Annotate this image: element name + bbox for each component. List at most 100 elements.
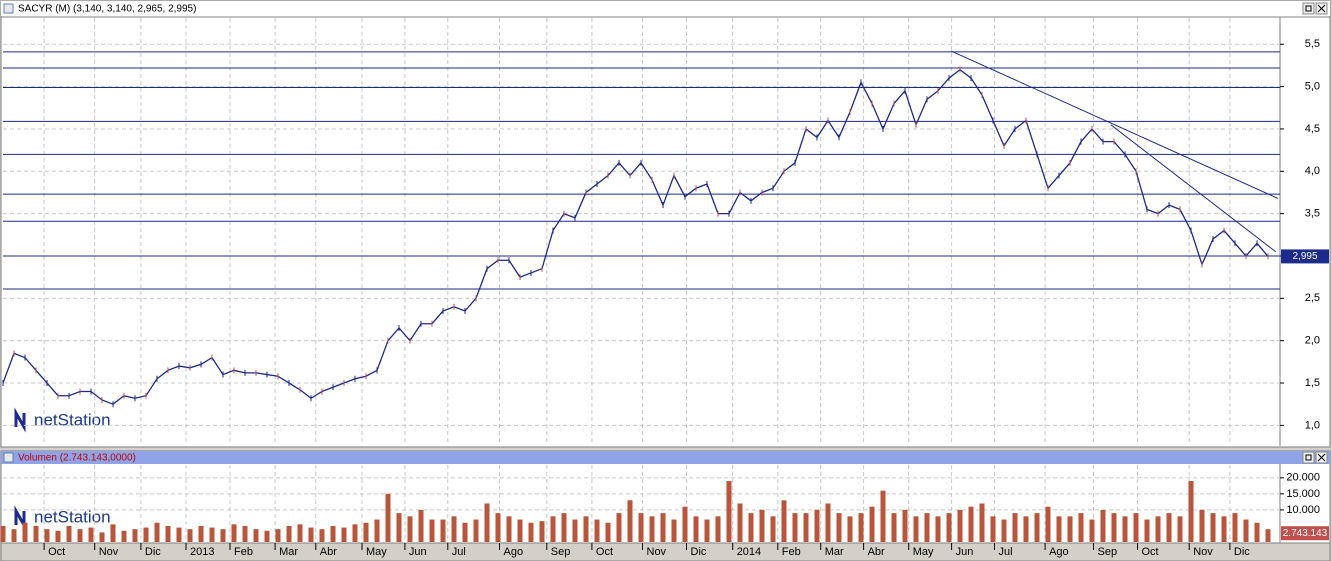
- x-tick-label: Oct: [48, 546, 65, 558]
- volume-bar: [1232, 513, 1238, 542]
- close-icon: [1317, 4, 1326, 13]
- x-tick-label: May: [366, 546, 387, 558]
- volume-bar: [1034, 513, 1040, 542]
- trend-line: [950, 50, 1279, 199]
- volume-bar: [1100, 509, 1106, 542]
- x-tick-label: May: [913, 546, 934, 558]
- volume-header: [1, 451, 1330, 464]
- volume-bar: [220, 529, 226, 542]
- close-icon: [1317, 453, 1326, 462]
- volume-bar: [231, 524, 237, 542]
- volume-bar: [1078, 513, 1084, 542]
- price-header: [1, 1, 1330, 16]
- volume-bar: [341, 527, 347, 542]
- volume-bar: [198, 525, 204, 542]
- volume-bar: [187, 529, 193, 542]
- volume-bar: [1243, 519, 1249, 542]
- y-tick-label: 2,5: [1305, 292, 1320, 304]
- volume-bar: [1111, 513, 1117, 542]
- volume-bar: [935, 516, 941, 542]
- volume-bar: [319, 529, 325, 542]
- panel-icon[interactable]: [3, 452, 14, 463]
- volume-bar: [869, 506, 875, 542]
- volume-bar: [913, 516, 919, 542]
- x-tick-label: Jul: [452, 546, 466, 558]
- volume-bar: [462, 522, 468, 542]
- y-tick-label: 4,0: [1305, 165, 1320, 177]
- y-tick-label: 2,0: [1305, 335, 1320, 347]
- volume-bar: [627, 500, 633, 542]
- y-tick-label: 1,5: [1305, 377, 1320, 389]
- volume-bar: [1122, 516, 1128, 542]
- volume-bar: [968, 506, 974, 542]
- volume-bar: [88, 527, 94, 542]
- x-tick-label: Sep: [1098, 546, 1118, 558]
- volume-bar: [539, 521, 545, 542]
- x-tick-label: Nov: [647, 546, 667, 558]
- y-tick-label: 5,0: [1305, 81, 1320, 93]
- y-tick-label: 10.000: [1286, 504, 1320, 516]
- volume-bar: [1166, 513, 1172, 542]
- last-value-label: 2,995: [1292, 251, 1317, 262]
- volume-bar: [154, 522, 160, 542]
- volume-bar: [1265, 529, 1271, 542]
- volume-bar: [825, 503, 831, 542]
- volume-bar: [1188, 481, 1194, 542]
- x-tick-label: Ago: [504, 546, 524, 558]
- volume-bar: [242, 525, 248, 542]
- volume-bar: [473, 519, 479, 542]
- x-tick-label: Mar: [825, 546, 844, 558]
- volume-bar: [1199, 509, 1205, 542]
- volume-bar: [1254, 522, 1260, 542]
- maximize-button[interactable]: [1302, 451, 1315, 464]
- volume-bar: [1144, 519, 1150, 542]
- volume-bar: [660, 513, 666, 542]
- volume-bar: [110, 524, 116, 542]
- volume-bar: [924, 513, 930, 542]
- volume-bar: [374, 519, 380, 542]
- volume-bar: [737, 503, 743, 542]
- last-value-label: 2.743.143: [1283, 528, 1328, 539]
- volume-bar: [792, 513, 798, 542]
- volume-bar: [715, 516, 721, 542]
- volume-title: Volumen (2.743.143,0000): [18, 453, 136, 464]
- x-tick-label: Abr: [320, 546, 337, 558]
- x-tick-label: Feb: [234, 546, 253, 558]
- panel-icon[interactable]: [3, 3, 14, 14]
- volume-bar: [264, 530, 270, 542]
- logo-mark: [14, 407, 26, 433]
- volume-bar: [649, 516, 655, 542]
- x-tick-label: 2013: [190, 546, 214, 558]
- volume-bar: [132, 529, 138, 542]
- last-value-box: [1281, 249, 1329, 264]
- volume-bar: [693, 516, 699, 542]
- volume-bar: [429, 519, 435, 542]
- maximize-button[interactable]: [1302, 2, 1315, 15]
- x-tick-label: Ago: [1049, 546, 1069, 558]
- last-value-box: [1281, 526, 1329, 541]
- volume-bar: [418, 509, 424, 542]
- volume-bar: [726, 481, 732, 542]
- maximize-icon: [1305, 5, 1312, 12]
- y-tick-label: 15.000: [1286, 488, 1320, 500]
- volume-bar: [836, 513, 842, 542]
- volume-bar: [814, 509, 820, 542]
- volume-bar: [407, 516, 413, 542]
- volume-bar: [253, 529, 259, 542]
- volume-bar: [616, 513, 622, 542]
- volume-bar: [363, 522, 369, 542]
- x-tick-label: Dic: [691, 546, 707, 558]
- volume-bar: [1155, 516, 1161, 542]
- volume-bar: [671, 519, 677, 542]
- volume-bar: [594, 519, 600, 542]
- x-tick-label: Abr: [868, 546, 885, 558]
- volume-bar: [176, 527, 182, 542]
- volume-bar: [385, 493, 391, 542]
- volume-bar: [352, 524, 358, 542]
- watermark: netStation: [34, 507, 111, 526]
- volume-bar: [143, 527, 149, 542]
- y-tick-label: 5,5: [1305, 38, 1320, 50]
- volume-bar: [979, 503, 985, 542]
- volume-bar: [44, 529, 50, 542]
